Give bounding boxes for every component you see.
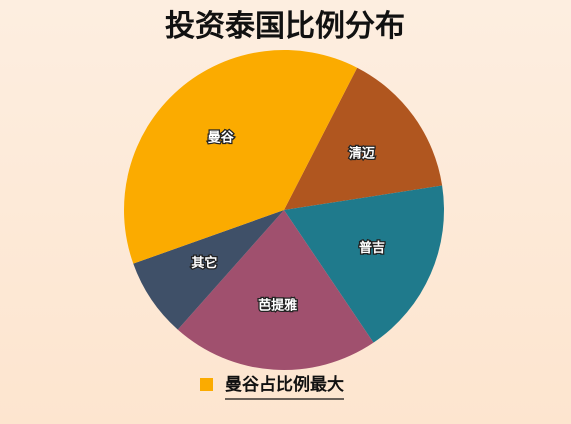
annotation: 曼谷占比例最大 <box>225 374 344 395</box>
pie-slice <box>133 210 284 330</box>
pie-slice <box>284 67 443 210</box>
legend: 曼谷占比例最大 <box>200 374 344 400</box>
legend-swatch <box>200 378 213 391</box>
slice-label: 其它 <box>191 255 217 271</box>
slice-label: 芭提雅 <box>258 297 297 313</box>
pie-slice <box>177 210 374 370</box>
slice-label: 曼谷 <box>208 129 235 145</box>
slice-label: 普吉 <box>359 240 385 256</box>
chart-title: 投资泰国比例分布 <box>165 9 405 44</box>
pie-slice <box>284 185 444 343</box>
pie-slice <box>124 49 358 264</box>
slice-label: 清迈 <box>349 145 375 161</box>
